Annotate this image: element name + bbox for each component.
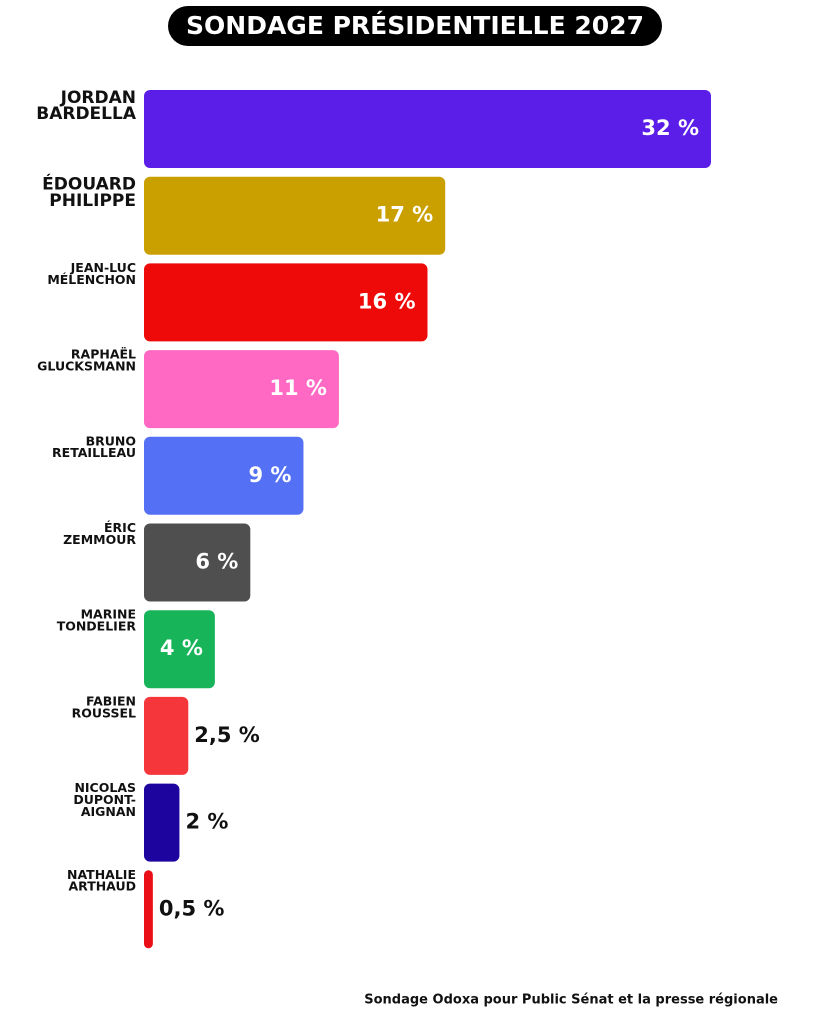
bar [144,783,180,862]
bar [144,870,153,949]
category-label: ÉRIC ZEMMOUR [63,520,136,547]
bar [144,350,339,429]
bar [144,696,189,775]
category-label: JORDAN BARDELLA [36,88,137,124]
bar [144,90,711,168]
chart-title: SONDAGE PRÉSIDENTIELLE 2027 [186,11,644,40]
value-label: 0,5 % [159,896,225,920]
category-label: JEAN-LUC MÉLENCHON [47,260,136,287]
category-label: NICOLAS DUPONT-AIGNAN [73,780,136,819]
bar [144,436,304,515]
category-label: MARINE TONDELIER [57,607,137,634]
value-label: 16 % [358,289,416,313]
bar [144,263,428,342]
category-label: FABIEN ROUSSEL [72,693,136,720]
category-label: RAPHAËL GLUCKSMANN [37,347,136,374]
value-label: 17 % [376,203,434,227]
category-label: BRUNO RETAILLEAU [52,433,136,460]
category-label: ÉDOUARD PHILIPPE [42,173,136,211]
category-label: NATHALIE ARTHAUD [67,867,136,894]
value-label: 9 % [249,463,292,487]
bar [144,176,446,255]
source-note: Sondage Odoxa pour Public Sénat et la pr… [364,993,778,1008]
value-label: 11 % [269,376,327,400]
value-label: 6 % [195,550,238,574]
value-label: 2 % [185,810,228,834]
bar [144,610,215,689]
bar [144,523,251,602]
value-label: 32 % [641,116,699,140]
title-pill [168,6,662,46]
value-label: 4 % [160,636,203,660]
value-label: 2,5 % [194,723,260,747]
